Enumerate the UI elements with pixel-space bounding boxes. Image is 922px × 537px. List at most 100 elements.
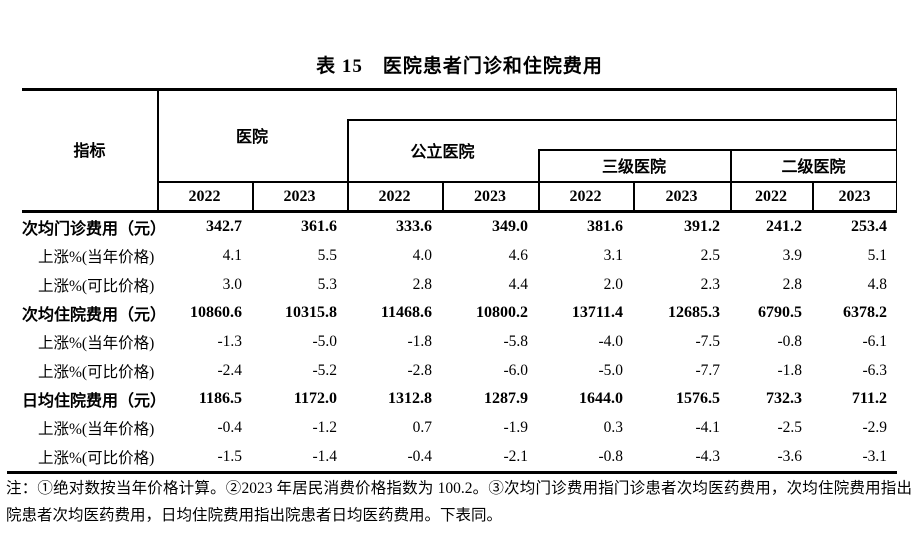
cell-value: 3.9: [782, 247, 802, 264]
cell-value: 1186.5: [198, 390, 242, 408]
cell-value: -4.0: [598, 333, 623, 351]
cell-value: 4.1: [222, 247, 242, 264]
table-row: 上涨%(可比价格) 3.0 5.3 2.8 4.4 2.0 2.3 2.8 4.8: [22, 270, 897, 299]
cell-value: 1287.9: [484, 390, 528, 408]
cell-value: 11468.6: [380, 304, 432, 322]
cell-value: -6.1: [862, 333, 887, 351]
cell-value: -5.0: [598, 361, 623, 379]
cell-value: -4.1: [695, 419, 720, 437]
table-row: 上涨%(可比价格) -2.4 -5.2 -2.8 -6.0 -5.0 -7.7 -1.8 -6.…: [22, 356, 897, 385]
cell-value: -6.0: [503, 361, 528, 379]
cell-value: 5.3: [317, 275, 337, 293]
cell-value: -1.9: [503, 419, 528, 437]
cell-value: 4.4: [508, 275, 528, 293]
cell-value: -1.8: [407, 333, 432, 351]
cell-value: 5.1: [867, 247, 887, 264]
cell-value: 13711.4: [571, 304, 623, 322]
cell-value: 342.7: [206, 218, 242, 236]
cell-value: -3.1: [862, 447, 887, 465]
cell-value: -2.8: [407, 361, 432, 379]
cell-value: 1576.5: [676, 390, 720, 408]
cell-value: 2.5: [700, 247, 720, 264]
table-body: 次均门诊费用（元） 342.7 361.6 333.6 349.0 381.6 391.2 2…: [22, 213, 897, 471]
cell-value: 12685.3: [668, 304, 720, 322]
table-row: 上涨%(当年价格) -1.3 -5.0 -1.8 -5.8 -4.0 -7.5 -0.8 -6.…: [22, 328, 897, 357]
cell-value: -0.4: [217, 419, 242, 437]
row-label: 上涨%(当年价格): [38, 335, 155, 353]
cell-value: -0.4: [407, 447, 432, 465]
cell-value: -2.1: [503, 447, 528, 465]
row-label: 上涨%(可比价格): [38, 449, 155, 467]
cell-value: 5.5: [317, 247, 337, 264]
divider-tier2-years: [812, 181, 814, 210]
cell-value: 333.6: [396, 218, 432, 236]
cell-value: -7.5: [695, 333, 720, 351]
cell-value: 4.8: [867, 275, 887, 293]
table-row: 上涨%(当年价格) 4.1 5.5 4.0 4.6 3.1 2.5 3.9 5.1: [22, 242, 897, 271]
cell-value: -0.8: [777, 333, 802, 351]
table-right-border: [895, 88, 897, 210]
cell-value: 3.1: [603, 247, 623, 264]
cell-value: 1644.0: [579, 390, 623, 408]
year-header: 2023: [665, 187, 698, 205]
year-row-top-rule: [157, 181, 897, 183]
divider-public-tier3: [538, 149, 540, 210]
divider-tier3-tier2: [730, 149, 732, 210]
divider-tier3-years: [633, 181, 635, 210]
year-header: 2023: [838, 187, 871, 205]
cell-value: 2.8: [412, 275, 432, 293]
cell-value: -2.4: [217, 361, 242, 379]
cell-value: 2.0: [603, 275, 623, 293]
cell-value: -1.3: [217, 333, 242, 351]
table-row: 上涨%(可比价格) -1.5 -1.4 -0.4 -2.1 -0.8 -4.3 -3.6 -3.…: [22, 442, 897, 471]
cell-value: -4.3: [695, 447, 720, 465]
year-header: 2022: [755, 187, 787, 205]
year-header: 2023: [283, 187, 316, 205]
cell-value: 2.8: [782, 275, 802, 293]
cell-value: 361.6: [301, 218, 337, 236]
divider-hospital-years: [252, 181, 254, 210]
table-title: 表 15 医院患者门诊和住院费用: [316, 56, 603, 77]
cell-value: -1.4: [312, 447, 337, 465]
cell-value: 349.0: [492, 218, 528, 236]
cell-value: -3.6: [777, 447, 802, 465]
cell-value: 2.3: [700, 275, 720, 293]
cell-value: -1.2: [312, 419, 337, 437]
table-row: 次均门诊费用（元） 342.7 361.6 333.6 349.0 381.6 391.2 2…: [22, 213, 897, 242]
table-row: 日均住院费用（元） 1186.5 1172.0 1312.8 1287.9 1644.0 1…: [22, 385, 897, 414]
cell-value: -2.9: [862, 419, 887, 437]
cell-value: 711.2: [851, 390, 887, 408]
cell-value: 391.2: [684, 218, 720, 236]
cell-value: -2.5: [777, 419, 802, 437]
header-hospital: 医院: [235, 128, 268, 146]
tier-hospital-box-top: [538, 149, 897, 151]
cell-value: 4.0: [412, 247, 432, 264]
cell-value: 10860.6: [190, 304, 242, 322]
header-bottom-rule: [22, 210, 897, 213]
cell-value: 3.0: [222, 275, 242, 293]
year-header: 2022: [188, 187, 221, 205]
cell-value: 241.2: [766, 218, 802, 236]
cell-value: -1.8: [777, 361, 802, 379]
cell-value: -5.0: [312, 333, 337, 351]
cell-value: 10315.8: [285, 304, 337, 322]
table-row: 上涨%(当年价格) -0.4 -1.2 0.7 -1.9 0.3 -4.1 -2.5 -2.9: [22, 414, 897, 443]
cell-value: -5.8: [503, 333, 528, 351]
row-label: 次均住院费用（元）: [22, 307, 167, 325]
row-label: 上涨%(可比价格): [38, 363, 155, 381]
header-public-hospital: 公立医院: [410, 144, 475, 161]
cell-value: 732.3: [766, 390, 802, 408]
cell-value: -6.3: [862, 361, 887, 379]
table-bottom-border: [7, 471, 897, 474]
footnote: 注：①绝对数按当年价格计算。②2023 年居民消费价格指数为 100.2。③次均…: [6, 480, 912, 524]
cell-value: 0.7: [412, 419, 432, 437]
divider-indicator-hospital: [157, 88, 159, 210]
cell-value: 1312.8: [388, 390, 432, 408]
row-label: 次均门诊费用（元）: [22, 221, 167, 239]
cell-value: -7.7: [695, 361, 720, 379]
cell-value: -0.8: [598, 447, 623, 465]
year-header: 2022: [569, 187, 602, 205]
row-label: 上涨%(当年价格): [38, 249, 155, 266]
cell-value: -1.5: [217, 447, 242, 465]
